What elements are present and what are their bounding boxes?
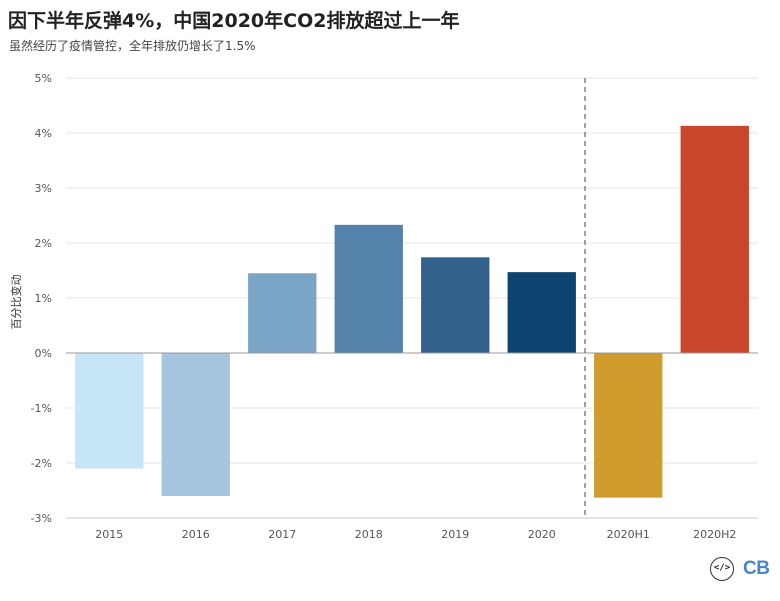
y-tick-label: 3% [35, 182, 52, 195]
y-tick-label: 4% [35, 127, 52, 140]
bar-2018 [334, 224, 403, 353]
chart-title: 因下半年反弹4%，中国2020年CO2排放超过上一年 [8, 10, 460, 32]
x-tick-label: 2020H1 [607, 528, 650, 541]
code-icon: </> [710, 557, 734, 581]
x-tick-label: 2018 [355, 528, 383, 541]
y-tick-label: -2% [31, 457, 52, 470]
x-tick-label: 2020H2 [693, 528, 736, 541]
bar-2019 [421, 257, 490, 353]
y-tick-label: 5% [35, 72, 52, 85]
x-tick-label: 2016 [182, 528, 210, 541]
bar-2016 [161, 353, 230, 496]
y-tick-label: -3% [31, 512, 52, 525]
bar-2017 [248, 273, 317, 353]
x-tick-label: 2017 [268, 528, 296, 541]
bar-2015 [75, 353, 144, 469]
bar-2020 [507, 272, 576, 353]
y-tick-label: 0% [35, 347, 52, 360]
x-tick-label: 2020 [528, 528, 556, 541]
y-tick-label: 2% [35, 237, 52, 250]
bar-2020H2 [680, 125, 749, 353]
logo-text: CB [743, 558, 770, 579]
x-tick-label: 2015 [95, 528, 123, 541]
carbon-brief-logo: </> CB [710, 557, 770, 583]
bar-2020H1 [594, 353, 663, 498]
y-axis-label: 百分比变动 [9, 275, 23, 330]
y-tick-label: -1% [31, 402, 52, 415]
x-tick-label: 2019 [441, 528, 469, 541]
y-tick-label: 1% [35, 292, 52, 305]
chart-subtitle: 虽然经历了疫情管控，全年排放仍增长了1.5% [9, 39, 256, 53]
